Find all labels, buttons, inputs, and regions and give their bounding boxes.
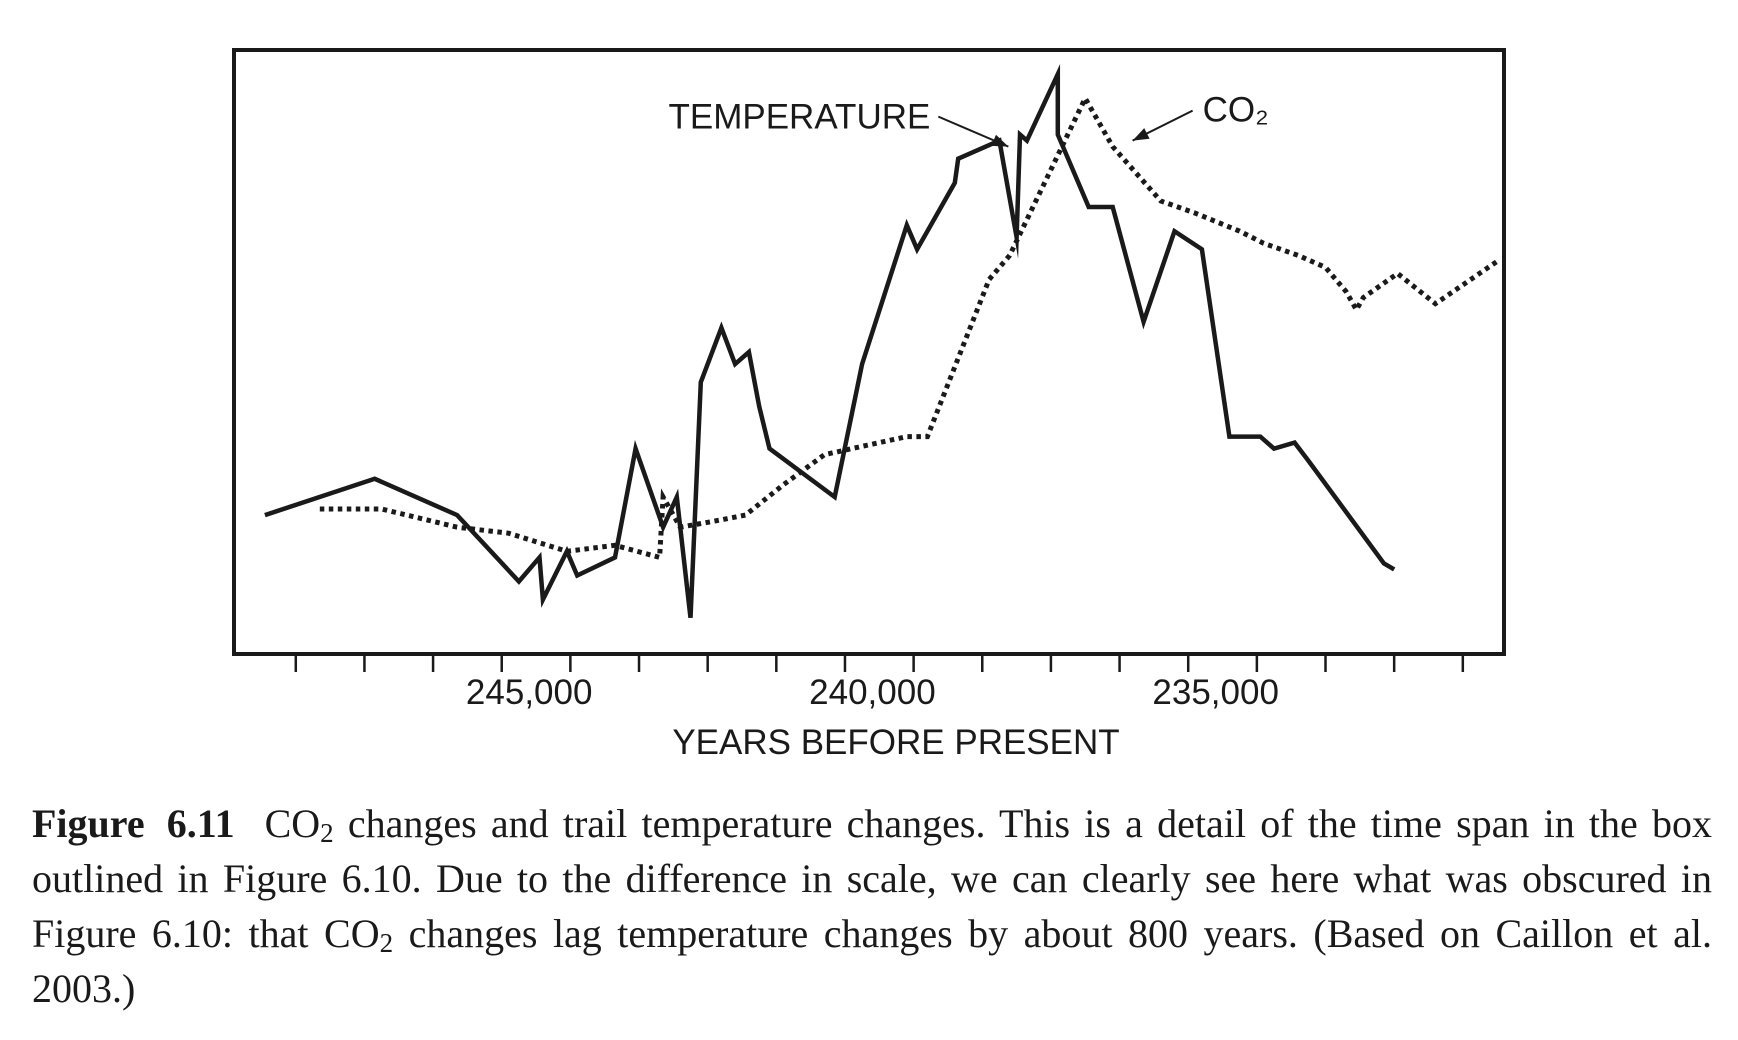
x-tick-label-2: 235,000 [1152,673,1279,712]
co2-annotation-label: CO₂ [1203,91,1269,130]
co2-annotation-arrowhead [1132,128,1150,141]
x-axis-ticks [294,656,1465,672]
caption-text-part2: changes lag temperature changes by about… [32,911,1712,1011]
x-axis-tick-labels: 245,000 240,000 235,000 [466,673,1279,712]
temperature-annotation-arrowhead [991,134,1009,147]
caption-co2-prefix: CO [264,801,321,846]
co2-series-line [319,92,1499,561]
annotations-layer: TEMPERATURE CO₂ [668,91,1269,148]
caption-co2-subscript: 2 [379,928,394,958]
caption-co2-prefix: CO [324,911,380,956]
x-tick-label-0: 245,000 [466,673,593,712]
caption-co2-subscript: 2 [320,818,334,848]
x-tick-label-1: 240,000 [809,673,936,712]
figure-number: Figure 6.11 [32,801,235,846]
temperature-series-line [264,64,1396,619]
series-layer [264,64,1499,619]
caption-text-part1: changes and trail temperature changes. T… [32,801,1712,956]
chart: 245,000 240,000 235,000 YEARS BEFORE PRESE… [232,48,1506,762]
x-axis-title: YEARS BEFORE PRESENT [672,723,1119,762]
temperature-annotation-label: TEMPERATURE [668,98,930,137]
figure-caption: Figure 6.11 CO2 changes and trail tempera… [32,796,1712,1016]
plot-frame [232,48,1506,656]
